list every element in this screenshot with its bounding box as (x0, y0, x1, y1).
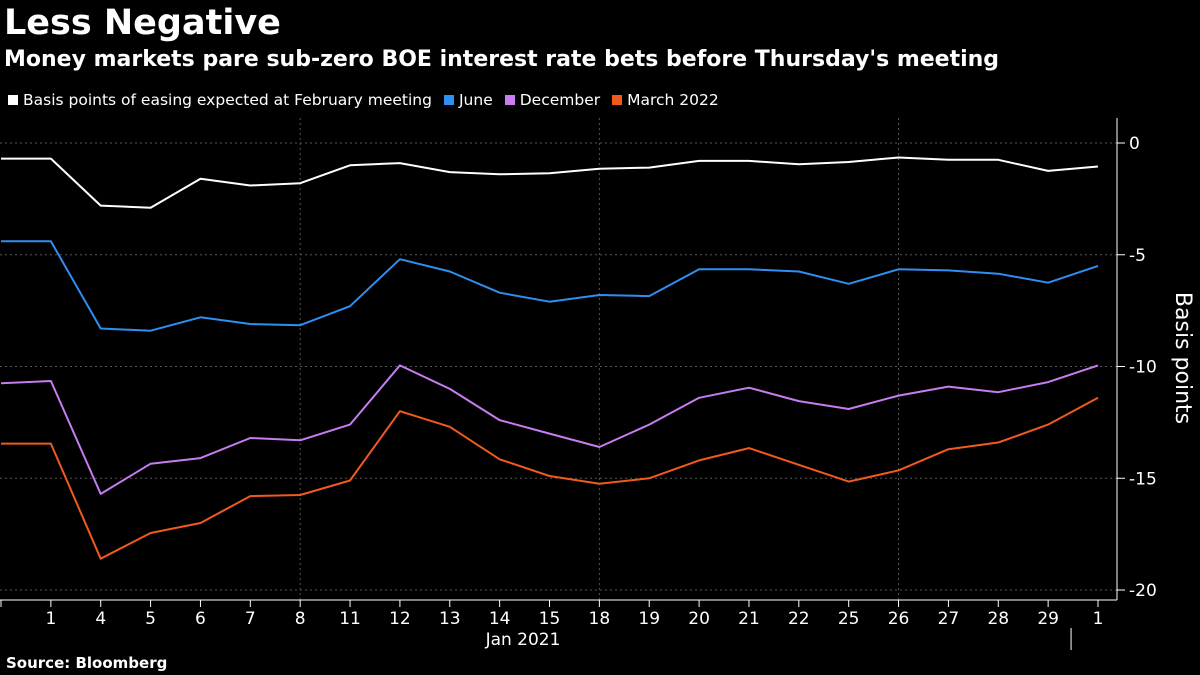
y-tick-label-0: 0 (1129, 134, 1140, 154)
axis-layer (0, 118, 1125, 650)
legend-swatch-june (443, 95, 454, 105)
legend-item-march-2022: March 2022 (612, 90, 719, 110)
x-tick-label-17: 25 (838, 609, 860, 629)
y-tick-label-2: -10 (1129, 358, 1157, 378)
chart-title: Less Negative (4, 3, 281, 43)
x-tick-label-5: 7 (245, 609, 256, 629)
label-layer: 0-5-10-15-201 4 5 6 7 8 11 12 13 14 15 18 19 20 21 22 25… (45, 134, 1195, 650)
chart-subtitle: Money markets pare sub-zero BOE interest… (4, 47, 1000, 72)
y-tick-label-4: -20 (1129, 581, 1157, 601)
legend-item-february: Basis points of easing expected at Febru… (8, 90, 432, 110)
y-tick-label-1: -5 (1129, 246, 1146, 266)
series-line-december (0, 364, 1099, 495)
x-tick-label-1: 1 (45, 609, 56, 629)
series-line-june (1, 240, 1099, 332)
legend-swatch-february (8, 95, 18, 105)
x-tick-label-9: 13 (439, 609, 461, 629)
x-tick-label-20: 28 (987, 609, 1009, 629)
x-tick-label-16: 22 (788, 609, 810, 629)
x-tick-label-21: 29 (1037, 609, 1059, 629)
x-tick-label-22: 1 (1093, 609, 1104, 629)
legend-label-december: December (519, 91, 601, 109)
series-layer (0, 156, 1099, 560)
series-line-february (1, 156, 1099, 209)
x-tick-label-2: 4 (95, 609, 106, 629)
x-axis-label: Jan 2021 (485, 630, 561, 650)
x-tick-label-8: 12 (389, 609, 411, 629)
legend-item-june: June (443, 90, 493, 110)
x-tick-label-12: 18 (589, 609, 611, 629)
legend-label-march-2022: March 2022 (627, 91, 719, 109)
x-tick-label-19: 27 (938, 609, 960, 629)
legend-label-february: Basis points of easing expected at Febru… (23, 91, 432, 109)
x-tick-label-7: 11 (339, 609, 361, 629)
legend: Basis points of easing expected at Febru… (8, 90, 731, 110)
x-tick-label-10: 14 (489, 609, 511, 629)
x-tick-label-11: 15 (539, 609, 561, 629)
legend-swatch-december (504, 95, 515, 105)
x-tick-label-13: 19 (638, 609, 660, 629)
legend-item-december: December (504, 90, 601, 110)
grid-layer (0, 118, 1117, 600)
series-line-march-2022 (1, 396, 1099, 560)
x-tick-label-15: 21 (738, 609, 760, 629)
source-note: Source: Bloomberg (6, 654, 168, 672)
x-tick-label-6: 8 (295, 609, 306, 629)
x-tick-label-3: 5 (145, 609, 156, 629)
x-tick-label-4: 6 (195, 609, 206, 629)
legend-label-june: June (458, 91, 493, 109)
x-tick-label-14: 20 (688, 609, 710, 629)
x-tick-label-18: 26 (888, 609, 910, 629)
y-tick-label-3: -15 (1129, 469, 1157, 489)
y-axis-label: Basis points (1170, 292, 1195, 424)
legend-swatch-march-2022 (612, 95, 623, 105)
